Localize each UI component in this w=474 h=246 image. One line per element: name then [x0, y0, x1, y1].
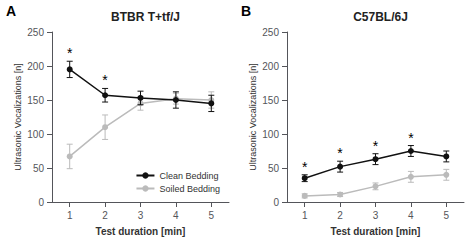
svg-text:0: 0	[273, 197, 279, 208]
svg-text:*: *	[373, 138, 379, 154]
svg-text:4: 4	[408, 210, 414, 221]
svg-text:1: 1	[302, 210, 308, 221]
svg-text:*: *	[337, 145, 343, 161]
svg-text:*: *	[302, 159, 308, 175]
svg-text:200: 200	[262, 61, 279, 72]
svg-text:150: 150	[27, 95, 44, 106]
svg-text:*: *	[67, 45, 73, 61]
svg-text:Ultrasonic Vocalizations [n]: Ultrasonic Vocalizations [n]	[248, 63, 258, 171]
svg-text:100: 100	[262, 129, 279, 140]
svg-text:4: 4	[173, 210, 179, 221]
svg-text:Test duration [min]: Test duration [min]	[331, 226, 421, 237]
svg-text:200: 200	[27, 61, 44, 72]
svg-text:0: 0	[38, 197, 44, 208]
svg-text:*: *	[102, 72, 108, 88]
svg-text:Clean Bedding: Clean Bedding	[159, 171, 218, 181]
svg-text:50: 50	[33, 163, 45, 174]
svg-text:2: 2	[102, 210, 108, 221]
svg-text:BTBR T+tf/J: BTBR T+tf/J	[111, 10, 180, 24]
svg-text:250: 250	[262, 27, 279, 38]
svg-text:1: 1	[67, 210, 73, 221]
svg-text:100: 100	[27, 129, 44, 140]
svg-text:Soiled Bedding: Soiled Bedding	[159, 184, 220, 194]
svg-text:B: B	[241, 3, 251, 19]
svg-text:2: 2	[337, 210, 343, 221]
svg-text:*: *	[408, 130, 414, 146]
svg-text:C57BL/6J: C57BL/6J	[353, 10, 408, 24]
svg-text:5: 5	[209, 210, 215, 221]
svg-text:150: 150	[262, 95, 279, 106]
svg-text:Test duration [min]: Test duration [min]	[96, 226, 186, 237]
svg-text:3: 3	[138, 210, 144, 221]
svg-text:250: 250	[27, 27, 44, 38]
svg-text:50: 50	[268, 163, 280, 174]
svg-text:A: A	[6, 3, 16, 19]
svg-text:Ultrasonic Vocalizations [n]: Ultrasonic Vocalizations [n]	[13, 63, 23, 171]
svg-text:5: 5	[444, 210, 450, 221]
svg-text:3: 3	[373, 210, 379, 221]
